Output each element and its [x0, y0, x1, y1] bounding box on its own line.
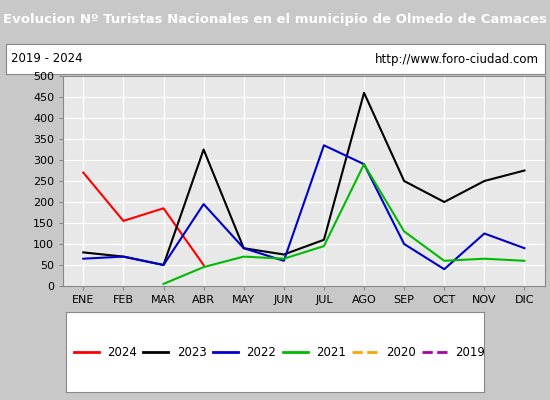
Text: Evolucion Nº Turistas Nacionales en el municipio de Olmedo de Camaces: Evolucion Nº Turistas Nacionales en el m… [3, 14, 547, 26]
Text: 2019 - 2024: 2019 - 2024 [11, 52, 82, 66]
Text: 2022: 2022 [246, 346, 276, 358]
Text: http://www.foro-ciudad.com: http://www.foro-ciudad.com [375, 52, 539, 66]
Text: 2019: 2019 [455, 346, 485, 358]
Text: 2023: 2023 [177, 346, 206, 358]
Text: 2020: 2020 [386, 346, 415, 358]
Text: 2024: 2024 [107, 346, 137, 358]
Text: 2021: 2021 [316, 346, 346, 358]
